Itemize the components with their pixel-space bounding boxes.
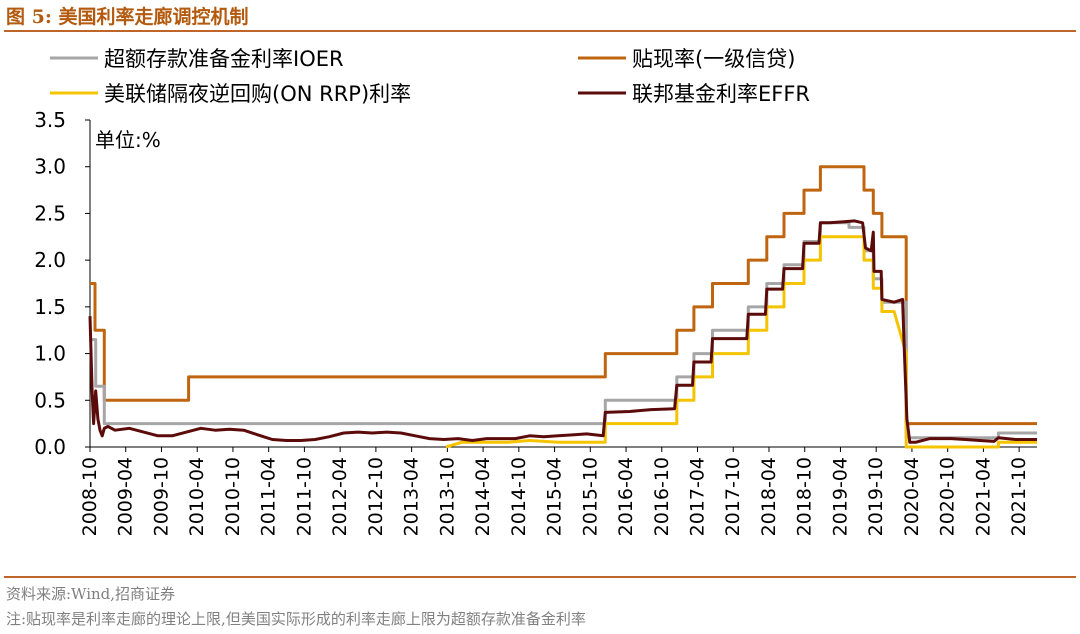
footer-divider: [4, 576, 1076, 578]
y-tick-label: 3.5: [34, 108, 66, 132]
chart: 超额存款准备金利率IOER 贴现率(一级信贷) 美联储隔夜逆回购(ON RRP)利率…: [34, 47, 1037, 536]
x-tick-label: 2014-10: [508, 457, 530, 536]
title-divider: [4, 30, 1076, 32]
x-tick-label: 2013-04: [401, 457, 423, 536]
note-text: 注:贴现率是利率走廊的理论上限,但美国实际形成的利率走廊上限为超额存款准备金利率: [6, 610, 586, 628]
y-tick-label: 1.0: [34, 342, 66, 366]
x-tick-label: 2012-04: [329, 457, 351, 536]
y-tick-label: 0.0: [34, 435, 66, 459]
unit-label: 单位:%: [95, 128, 161, 152]
figure-title: 图 5: 美国利率走廊调控机制: [6, 6, 249, 28]
y-tick-label: 2.0: [34, 248, 66, 272]
x-tick-label: 2020-10: [937, 457, 959, 536]
series-group: [88, 165, 1037, 449]
x-tick-label: 2017-04: [687, 457, 709, 536]
x-tick-label: 2009-10: [150, 457, 172, 536]
x-tick-label: 2017-10: [722, 457, 744, 536]
x-tick-label: 2009-04: [115, 457, 137, 536]
x-tick-label: 2016-10: [651, 457, 673, 536]
legend-label-onrrp: 美联储隔夜逆回购(ON RRP)利率: [104, 82, 411, 106]
x-tick-label: 2014-04: [472, 457, 494, 536]
y-tick-label: 1.5: [34, 295, 66, 319]
x-tick-label: 2021-04: [972, 457, 994, 536]
x-tick-label: 2020-04: [901, 457, 923, 536]
legend-label-discount: 贴现率(一级信贷): [632, 47, 795, 71]
legend: 超额存款准备金利率IOER 贴现率(一级信贷) 美联储隔夜逆回购(ON RRP)利率…: [50, 47, 810, 106]
x-tick-label: 2011-10: [293, 457, 315, 536]
x-tick-label: 2008-10: [79, 457, 101, 536]
x-tick-label: 2016-04: [615, 457, 637, 536]
x-tick-label: 2013-10: [436, 457, 458, 536]
x-tick-label: 2019-10: [865, 457, 887, 536]
x-tick-label: 2018-10: [794, 457, 816, 536]
x-tick-label: 2012-10: [365, 457, 387, 536]
x-tick-label: 2018-04: [758, 457, 780, 536]
y-tick-label: 2.5: [34, 201, 66, 225]
series-line-ioer: [90, 221, 1037, 440]
source-text: 资料来源:Wind,招商证券: [6, 585, 176, 603]
legend-label-ioer: 超额存款准备金利率IOER: [104, 47, 344, 71]
series-line-onrrp: [445, 235, 1037, 449]
x-tick-label: 2015-10: [579, 457, 601, 536]
x-tick-label: 2010-10: [222, 457, 244, 536]
y-tick-label: 3.0: [34, 155, 66, 179]
y-tick-label: 0.5: [34, 388, 66, 412]
legend-label-effr: 联邦基金利率EFFR: [632, 82, 810, 106]
x-tick-label: 2015-04: [544, 457, 566, 536]
x-tick-label: 2021-10: [1008, 457, 1030, 536]
axes: 0.0 0.5 1.0 1.5 2.0 2.5 3.0 3.5 2008-10 2009-04 20…: [34, 108, 1037, 536]
series-line-discount: [90, 165, 1037, 426]
x-tick-label: 2011-04: [258, 457, 280, 536]
series-line-effr: [88, 219, 1037, 444]
x-tick-label: 2019-04: [829, 457, 851, 536]
x-tick-label: 2010-04: [186, 457, 208, 536]
